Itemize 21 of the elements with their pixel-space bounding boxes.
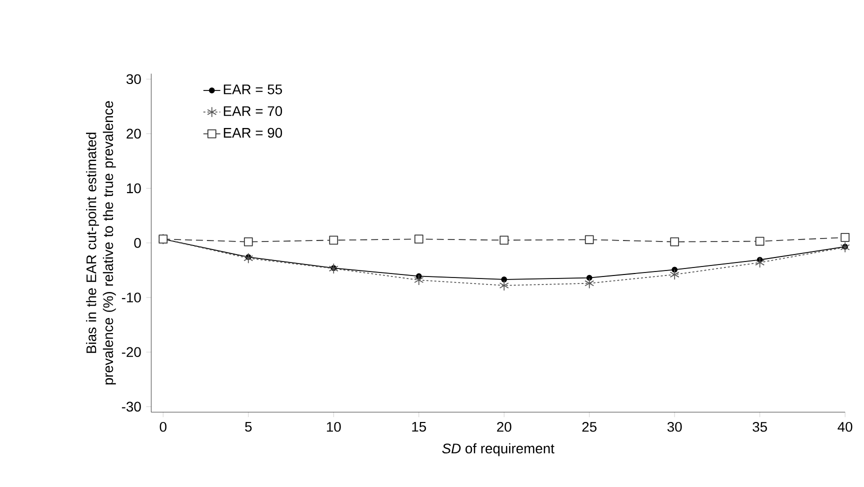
- x-tick-label: 35: [752, 422, 767, 432]
- x-tick-label: 20: [497, 422, 512, 432]
- y-tick-label: 20: [126, 128, 141, 139]
- legend-label: EAR = 55: [224, 84, 282, 94]
- x-tick-label: 5: [245, 422, 252, 432]
- x-tick-label: 30: [667, 422, 682, 432]
- y-tick-label: -10: [122, 292, 141, 303]
- legend-label: EAR = 90: [224, 128, 282, 138]
- y-axis-title: Bias in the EAR cut-point estimated prevalence (%) relative to the true prevalence: [86, 101, 116, 384]
- y-tick-label: -30: [122, 402, 141, 412]
- x-tick-label: 15: [412, 422, 426, 432]
- x-tick-label: 0: [160, 422, 166, 432]
- x-tick-label: 40: [838, 422, 852, 432]
- x-tick-label: 10: [326, 422, 341, 432]
- y-tick-label: 30: [126, 74, 141, 84]
- y-tick-label: -20: [122, 347, 141, 358]
- y-tick-label: 0: [134, 238, 141, 248]
- legend-label: EAR = 70: [224, 106, 282, 116]
- x-tick-label: 25: [582, 422, 596, 432]
- x-axis-title: SD of requirement: [442, 443, 554, 456]
- y-tick-label: 10: [127, 183, 141, 194]
